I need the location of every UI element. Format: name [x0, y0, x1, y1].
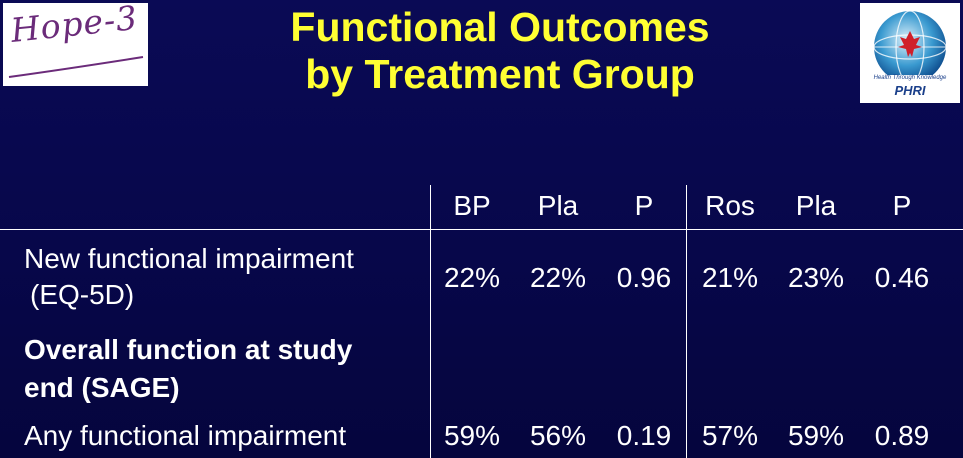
col-header-p-1: P: [634, 190, 654, 221]
phri-logo: Health Through Knowledge PHRI: [860, 3, 960, 103]
table-cell: 56%: [529, 420, 587, 451]
col-header-ros: Ros: [705, 190, 755, 221]
title-line-2: by Treatment Group: [305, 51, 695, 97]
row-label-any-functional-impairment: Any functional impairment: [24, 420, 347, 451]
table-cell: 23%: [787, 262, 845, 293]
phri-brand: PHRI: [894, 83, 926, 98]
header-divider: [0, 229, 963, 230]
column-divider-right: [686, 185, 687, 458]
table-cell: 0.46: [874, 262, 930, 293]
table-cell: 0.19: [616, 420, 672, 451]
column-divider-left: [430, 185, 431, 458]
row-label-overall-function: Overall function at study: [24, 334, 353, 365]
table-cell: 22%: [529, 262, 587, 293]
col-header-p-2: P: [892, 190, 912, 221]
col-header-pla-2: Pla: [795, 190, 837, 221]
hope3-logo-text: Hope-3: [8, 3, 140, 50]
slide-title: Functional Outcomes by Treatment Group: [150, 4, 850, 98]
table-cell: 0.96: [616, 262, 672, 293]
title-line-1: Functional Outcomes: [290, 4, 710, 50]
col-header-pla-1: Pla: [537, 190, 579, 221]
row-label-new-functional-impairment: New functional impairment: [24, 243, 354, 274]
table-cell: 59%: [443, 420, 501, 451]
hope3-logo: Hope-3: [3, 3, 148, 86]
row-label-sage: end (SAGE): [24, 372, 180, 403]
table-cell: 0.89: [874, 420, 930, 451]
col-header-bp: BP: [453, 190, 491, 221]
phri-tagline: Health Through Knowledge: [873, 75, 947, 81]
globe-icon: [873, 10, 947, 84]
table-cell: 57%: [701, 420, 759, 451]
table-cell: 21%: [701, 262, 759, 293]
table-cell: 59%: [787, 420, 845, 451]
swoosh-icon: [8, 56, 144, 78]
row-label-eq5d: (EQ-5D): [30, 279, 135, 310]
table-cell: 22%: [443, 262, 501, 293]
